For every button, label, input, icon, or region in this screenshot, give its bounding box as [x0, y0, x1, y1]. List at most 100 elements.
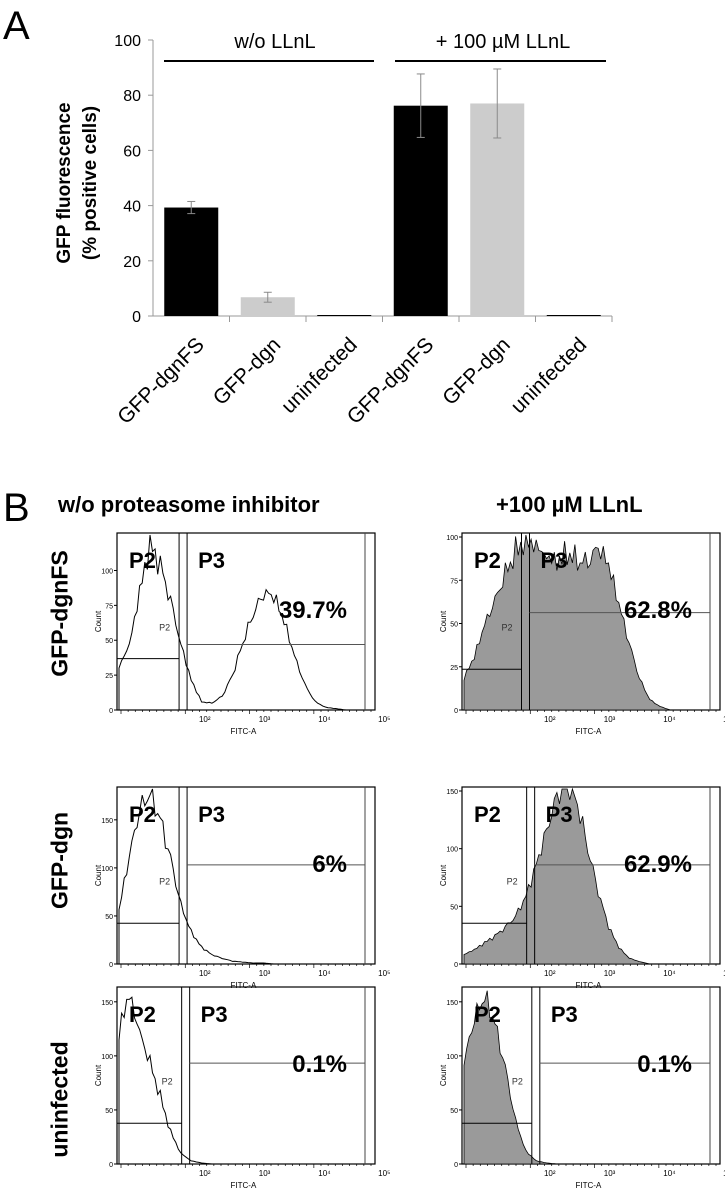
gate-label-p2-small: P2 — [159, 622, 170, 632]
gate-label-p2-small: P2 — [162, 1076, 173, 1086]
gate-label-p2-small: P2 — [512, 1076, 523, 1086]
y-tick-label: 50 — [450, 904, 458, 911]
gate-label-p3: P3 — [541, 548, 568, 573]
x-tick-label: 10⁴ — [663, 715, 676, 724]
y-tick-label: 150 — [446, 1000, 458, 1007]
y-tick-label: 0 — [109, 962, 113, 969]
count-axis-label: Count — [439, 1064, 448, 1086]
flow-histogram: P2 P3 62.8% P2 0 25 50 75 100 Count 10² 10³ 10⁴ 10⁵ FI… — [439, 532, 725, 736]
count-axis-label: Count — [94, 610, 103, 632]
y-tick-label: 50 — [450, 622, 458, 629]
y-tick-label: 100 — [101, 866, 113, 873]
percent-label: 0.1% — [292, 1051, 347, 1078]
group-label-no-inhibitor: w/o LLnL — [233, 31, 315, 53]
column-header-inhibitor: +100 µM LLnL — [496, 492, 643, 517]
y-tick-label: 150 — [446, 789, 458, 796]
error-bar — [493, 68, 502, 139]
gate-label-p2: P2 — [129, 548, 156, 573]
y-tick-label: 150 — [101, 1000, 113, 1007]
y-tick-label: 60 — [123, 143, 141, 160]
bar — [546, 315, 601, 316]
x-tick-label: 10³ — [604, 1169, 616, 1178]
column-header-no-inhibitor: w/o proteasome inhibitor — [58, 492, 320, 517]
error-bar — [416, 73, 425, 138]
histogram-trace — [463, 990, 720, 1165]
count-axis-label: Count — [439, 610, 448, 632]
x-tick-label: 10³ — [259, 715, 271, 724]
histogram-trace — [118, 996, 375, 1165]
x-tick-label: 10⁴ — [663, 969, 676, 978]
gate-label-p2: P2 — [129, 1002, 156, 1027]
x-tick-label: 10² — [544, 969, 556, 978]
gate-label-p2-small: P2 — [502, 622, 513, 632]
fitc-axis-label: FITC-A — [231, 1181, 257, 1190]
x-tick-label: 10⁵ — [378, 715, 390, 724]
gate-label-p3: P3 — [198, 802, 225, 827]
flow-histogram: P2 P3 0.1% P2 0 50 100 150 Count 10² 10³ 10⁴ 10⁵ FITC… — [94, 986, 390, 1190]
x-tick-label: 10² — [544, 1169, 556, 1178]
gate-label-p3: P3 — [201, 1002, 228, 1027]
bar — [393, 105, 448, 316]
y-tick-label: 0 — [109, 708, 113, 715]
y-tick-label: 100 — [101, 568, 113, 575]
x-tick-label: 10² — [199, 969, 211, 978]
gate-label-p2: P2 — [474, 1002, 501, 1027]
bar — [317, 315, 372, 316]
panel-a-letter: A — [3, 4, 30, 48]
gate-label-p2-small: P2 — [507, 876, 518, 886]
percent-label: 62.8% — [624, 597, 692, 624]
y-tick-label: 100 — [446, 1054, 458, 1061]
bar — [240, 297, 295, 316]
percent-label: 39.7% — [279, 597, 347, 624]
x-tick-label: 10⁵ — [723, 1169, 725, 1178]
count-axis-label: Count — [439, 864, 448, 886]
percent-label: 6% — [312, 851, 347, 878]
y-tick-label: 20 — [123, 254, 141, 271]
count-axis-label: Count — [94, 864, 103, 886]
x-tick-label: 10⁴ — [318, 1169, 331, 1178]
flow-histogram: P2 P3 6% P2 0 50 100 150 Count 10² 10³ 10⁴ 10⁵ FITC-A — [94, 786, 390, 990]
flow-histogram: P2 P3 62.9% P2 0 50 100 150 Count 10² 10³ 10⁴ 10⁵ FIT… — [439, 786, 725, 990]
y-tick-label: 0 — [454, 1162, 458, 1169]
x-tick-label: 10² — [199, 1169, 211, 1178]
panel-b-letter: B — [3, 486, 30, 530]
x-tick-label: 10⁵ — [378, 969, 390, 978]
y-tick-label: 40 — [123, 199, 141, 216]
gate-label-p3: P3 — [551, 1002, 578, 1027]
y-tick-label: 0 — [454, 962, 458, 969]
error-bar — [263, 291, 272, 303]
flow-histogram: P2 P3 39.7% P2 0 25 50 75 100 Count 10² 10³ 10⁴ 10⁵ FI… — [94, 532, 390, 736]
fitc-axis-label: FITC-A — [231, 981, 257, 990]
gate-label-p2: P2 — [474, 802, 501, 827]
x-tick-label: 10³ — [604, 715, 616, 724]
y-tick-label: 0 — [454, 708, 458, 715]
group-label-inhibitor: + 100 µM LLnL — [436, 31, 570, 53]
percent-label: 62.9% — [624, 851, 692, 878]
y-tick-label: 150 — [101, 818, 113, 825]
x-tick-label: 10³ — [259, 969, 271, 978]
y-tick-label: 75 — [450, 578, 458, 585]
y-tick-label: 100 — [446, 535, 458, 542]
y-axis-label-line1: GFP fluorescence — [54, 102, 75, 263]
y-tick-label: 0 — [132, 309, 141, 326]
flow-histogram: P2 P3 0.1% P2 0 50 100 150 Count 10² 10³ 10⁴ 10⁵ FITC… — [439, 986, 725, 1190]
fitc-axis-label: FITC-A — [231, 727, 257, 736]
bar — [470, 103, 525, 316]
y-tick-label: 100 — [101, 1054, 113, 1061]
x-tick-label: 10² — [544, 715, 556, 724]
bar — [164, 207, 219, 316]
x-tick-label: 10⁴ — [318, 969, 331, 978]
x-tick-label: 10⁴ — [318, 715, 331, 724]
x-tick-label: 10⁵ — [378, 1169, 390, 1178]
gate-label-p2-small: P2 — [159, 876, 170, 886]
y-axis-label-line2: (% positive cells) — [80, 106, 101, 260]
x-tick-label: 10³ — [604, 969, 616, 978]
percent-label: 0.1% — [637, 1051, 692, 1078]
x-tick-label: 10⁵ — [723, 969, 725, 978]
y-tick-label: 25 — [105, 673, 113, 680]
y-tick-label: 80 — [123, 88, 141, 105]
y-tick-label: 50 — [450, 1108, 458, 1115]
histogram-trace — [118, 788, 375, 965]
